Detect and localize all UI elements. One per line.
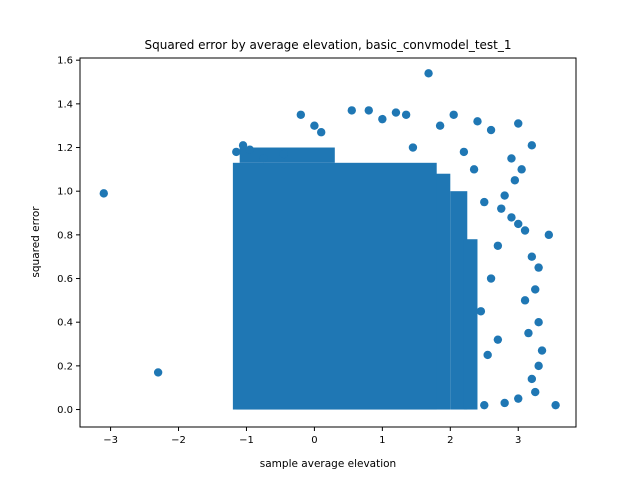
data-point xyxy=(364,106,373,115)
data-point xyxy=(500,398,509,408)
x-tick-label: 3 xyxy=(515,435,521,446)
data-point xyxy=(527,252,537,261)
data-points xyxy=(99,69,560,410)
data-point xyxy=(347,106,356,115)
x-tick-label: 0 xyxy=(311,435,317,446)
data-point xyxy=(435,121,445,130)
data-point xyxy=(527,141,537,150)
data-point xyxy=(551,400,560,410)
data-point xyxy=(259,154,268,163)
data-point xyxy=(408,143,418,152)
data-point xyxy=(534,263,543,272)
x-tick-label: −2 xyxy=(171,435,186,446)
data-point xyxy=(486,274,496,283)
data-point xyxy=(507,213,516,222)
data-point xyxy=(480,197,489,207)
y-tick-label: 0.0 xyxy=(57,405,73,416)
x-tick-label: 2 xyxy=(447,435,453,446)
data-point xyxy=(531,387,540,397)
data-point xyxy=(483,350,492,360)
data-point xyxy=(476,307,486,316)
data-point xyxy=(500,191,509,200)
data-point xyxy=(493,241,503,250)
data-point xyxy=(232,147,241,157)
y-axis-label: squared error xyxy=(30,206,42,278)
data-point xyxy=(473,117,482,126)
dense-point-region xyxy=(450,191,468,410)
data-point xyxy=(537,346,547,355)
data-point xyxy=(514,119,523,128)
data-point xyxy=(493,335,503,344)
dense-point-region xyxy=(232,162,437,410)
data-point xyxy=(317,128,326,137)
data-point xyxy=(497,204,506,213)
data-point xyxy=(514,394,523,403)
y-tick-label: 1.0 xyxy=(57,187,73,198)
data-point xyxy=(517,165,526,174)
y-tick-label: 0.4 xyxy=(57,318,73,329)
data-point xyxy=(279,149,289,159)
chart-title: Squared error by average elevation, basi… xyxy=(144,38,511,52)
data-point xyxy=(459,147,469,157)
y-tick-label: 1.4 xyxy=(57,99,73,110)
data-point xyxy=(531,285,540,294)
data-point xyxy=(480,400,489,410)
data-point xyxy=(520,296,530,305)
y-tick-label: 0.2 xyxy=(57,361,73,372)
data-point xyxy=(507,154,516,163)
data-point xyxy=(544,230,554,240)
data-point xyxy=(401,110,411,119)
dense-point-cloud xyxy=(232,147,478,410)
data-point xyxy=(153,368,163,377)
x-tick-label: 1 xyxy=(379,435,385,446)
x-axis-label: sample average elevation xyxy=(260,458,396,470)
data-point xyxy=(310,121,319,130)
data-point xyxy=(391,108,401,117)
data-point xyxy=(99,189,108,198)
dense-point-region xyxy=(463,239,478,410)
y-tick-label: 0.8 xyxy=(57,230,73,241)
data-point xyxy=(524,328,533,338)
data-point xyxy=(469,165,479,174)
data-point xyxy=(378,114,387,124)
x-tick-label: −3 xyxy=(103,435,118,446)
y-axis-ticks: 0.0 0.2 0.4 0.6 0.8 1.0 1.2 1.4 1.6 xyxy=(57,56,80,416)
data-point xyxy=(449,110,458,119)
y-tick-label: 1.2 xyxy=(57,143,73,154)
data-point xyxy=(510,176,520,185)
data-point xyxy=(245,145,255,154)
y-tick-label: 0.6 xyxy=(57,274,73,285)
x-tick-label: −1 xyxy=(239,435,254,446)
data-point xyxy=(486,125,496,135)
data-point xyxy=(534,317,543,327)
data-point xyxy=(527,374,537,384)
data-point xyxy=(534,361,543,371)
plot-area-frame xyxy=(79,57,577,428)
data-point xyxy=(424,69,433,78)
data-point xyxy=(520,226,530,235)
x-axis-ticks: −3 −2 −1 0 1 2 3 xyxy=(103,427,521,446)
data-point xyxy=(296,110,306,119)
y-tick-label: 1.6 xyxy=(57,56,73,67)
data-point xyxy=(238,141,248,150)
data-point xyxy=(514,219,523,229)
